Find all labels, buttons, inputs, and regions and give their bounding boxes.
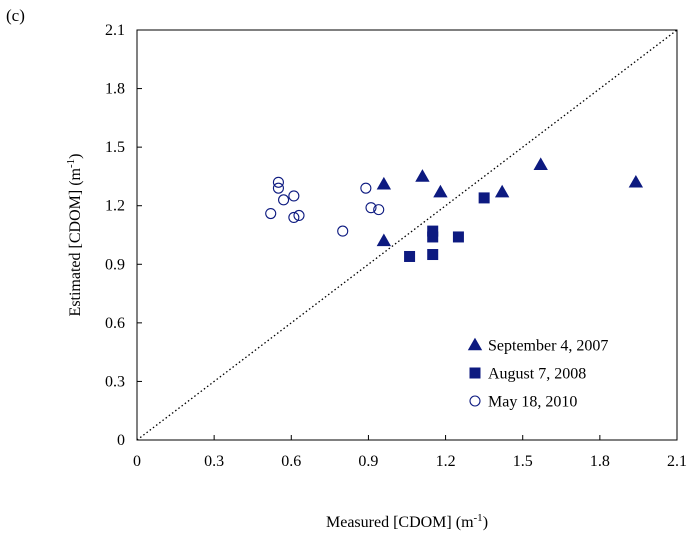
x-axis-title: Measured [CDOM] (m-1) [326,512,488,531]
x-tick-label: 2.1 [667,453,687,470]
legend-marker [469,367,481,379]
legend-label: September 4, 2007 [488,338,608,355]
x-tick-label: 0.6 [281,453,301,470]
legend-label: May 18, 2010 [488,394,577,411]
square-point [404,250,416,262]
circle-point [265,207,277,220]
circle-point [288,211,300,223]
square-point [427,249,439,261]
circle-point [272,182,284,194]
y-tick-label: 0 [117,432,125,449]
x-tick-label: 0 [133,453,141,470]
triangle-point [376,233,392,247]
triangle-point [533,157,548,170]
y-tick-label: 0.9 [105,256,125,273]
one-to-one-reference-line [136,29,678,441]
circle-point [293,209,305,222]
triangle-point [433,184,448,198]
legend: September 4, 2007 August 7, 2008 May 18, 2… [467,337,608,411]
x-tick-label: 1.2 [436,453,456,470]
x-tick-label: 1.5 [513,453,533,470]
data-points [265,157,644,262]
legend-marker [469,395,481,407]
y-tick-label: 0.6 [105,315,125,332]
square-point [478,192,490,204]
triangle-point [628,174,644,188]
y-tick-label: 1.8 [105,81,125,98]
x-tick-label: 0.3 [204,453,224,470]
plot-frame [136,29,678,441]
square-point [427,225,439,237]
y-tick-label: 0.3 [105,373,125,390]
circle-point [272,176,284,188]
legend-marker [467,337,483,351]
triangle-point [376,176,392,190]
circle-point [278,194,290,206]
x-tick-labels: 0 0.3 0.6 0.9 1.2 1.5 1.8 2.1 [133,453,687,470]
square-point [427,231,439,243]
triangle-point [494,184,510,198]
x-tick-marks [136,435,678,440]
triangle-point [415,169,430,182]
circle-point [365,202,377,214]
y-tick-marks [137,29,142,441]
square-point [452,231,464,243]
circle-point [337,225,349,237]
x-tick-label: 0.9 [358,453,378,470]
circle-point [360,182,372,194]
circle-point [373,204,385,216]
panel-label: (c) [6,6,25,25]
circle-point [288,190,300,202]
legend-label: August 7, 2008 [488,366,586,383]
y-axis-title: Estimated [CDOM] (m-1) [65,154,84,317]
y-tick-label: 1.5 [105,139,125,156]
y-tick-label: 1.2 [105,198,125,215]
y-tick-labels: 0 0.3 0.6 0.9 1.2 1.5 1.8 2.1 [105,22,125,449]
y-tick-label: 2.1 [105,22,125,39]
x-tick-label: 1.8 [590,453,610,470]
